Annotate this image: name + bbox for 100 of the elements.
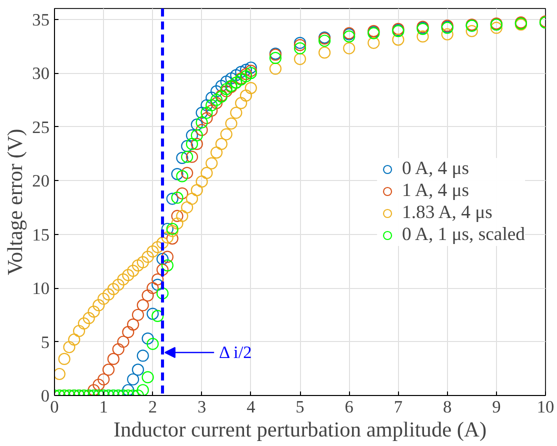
point — [132, 364, 144, 376]
point — [200, 99, 213, 112]
point — [196, 116, 208, 128]
y-tick-label: 20 — [32, 172, 50, 190]
point — [200, 166, 213, 180]
point — [161, 250, 174, 263]
point — [210, 94, 223, 106]
x-tick-label: 8 — [442, 398, 452, 416]
point — [146, 282, 159, 294]
point — [136, 256, 149, 268]
point — [63, 341, 76, 354]
point — [294, 36, 306, 49]
point — [230, 69, 242, 82]
point — [127, 373, 140, 386]
x-tick-label: 10 — [536, 398, 554, 416]
point — [92, 378, 105, 391]
point — [152, 310, 164, 322]
point — [166, 232, 178, 245]
point — [68, 334, 80, 346]
x-tick-label: 1 — [99, 398, 108, 416]
point — [220, 128, 232, 140]
point — [142, 371, 154, 384]
point — [416, 30, 429, 42]
point — [54, 368, 66, 380]
point — [146, 338, 159, 350]
point — [156, 236, 169, 249]
point — [122, 269, 134, 282]
point — [490, 22, 502, 34]
y-tick-label: 25 — [32, 118, 50, 137]
point — [152, 273, 164, 286]
point — [107, 283, 120, 296]
legend-label: 0 A, 4 μs — [402, 158, 470, 180]
point — [127, 264, 140, 277]
point — [343, 42, 356, 54]
x-tick-label: 7 — [394, 398, 403, 416]
y-axis-title: Voltage error (V) — [3, 128, 28, 276]
point — [190, 184, 203, 196]
point — [215, 138, 228, 150]
point — [112, 343, 124, 356]
point — [190, 129, 203, 142]
point — [102, 364, 115, 376]
point — [166, 222, 178, 235]
point — [98, 292, 110, 305]
point — [136, 299, 149, 312]
point — [88, 384, 100, 396]
x-tick-label: 4 — [246, 398, 256, 416]
point — [136, 350, 149, 362]
x-tick-label: 5 — [296, 398, 304, 416]
point — [176, 170, 188, 182]
point — [156, 252, 169, 266]
point — [244, 62, 257, 74]
point — [235, 97, 248, 110]
point — [102, 288, 115, 300]
annotation: Δ i/2 — [218, 343, 252, 362]
point — [127, 318, 140, 331]
point — [156, 264, 169, 276]
point — [176, 152, 188, 164]
y-tick-label: 30 — [32, 64, 50, 83]
point — [186, 138, 198, 150]
point — [244, 64, 257, 77]
point — [122, 384, 134, 396]
point — [294, 39, 306, 52]
legend-label: 1 A, 4 μs — [402, 180, 470, 202]
point — [269, 62, 282, 75]
point — [73, 324, 86, 338]
point — [161, 231, 174, 244]
point — [269, 52, 282, 64]
point — [161, 222, 174, 235]
point — [318, 46, 331, 59]
point — [206, 104, 218, 117]
point — [392, 34, 404, 46]
point — [117, 273, 130, 286]
legend-label: 1.83 A, 4 μs — [402, 202, 492, 224]
point — [181, 150, 194, 163]
point — [166, 192, 178, 205]
point — [240, 90, 252, 102]
x-tick-label: 9 — [492, 398, 501, 416]
point — [294, 42, 306, 54]
point — [190, 118, 203, 131]
point — [142, 332, 154, 345]
point — [210, 97, 223, 110]
point — [210, 146, 223, 159]
y-tick-label: 10 — [32, 279, 50, 298]
point — [466, 25, 478, 38]
point — [112, 278, 124, 291]
point — [176, 210, 188, 222]
point — [117, 336, 130, 348]
point — [146, 308, 159, 320]
point — [196, 124, 208, 136]
point — [181, 140, 194, 152]
point — [200, 112, 213, 124]
point — [156, 287, 169, 300]
point — [122, 326, 134, 338]
x-tick-label: 3 — [197, 398, 206, 416]
point — [441, 28, 454, 40]
point — [181, 201, 194, 214]
point — [181, 166, 194, 180]
point — [206, 92, 218, 104]
point — [146, 245, 159, 258]
point — [98, 373, 110, 386]
